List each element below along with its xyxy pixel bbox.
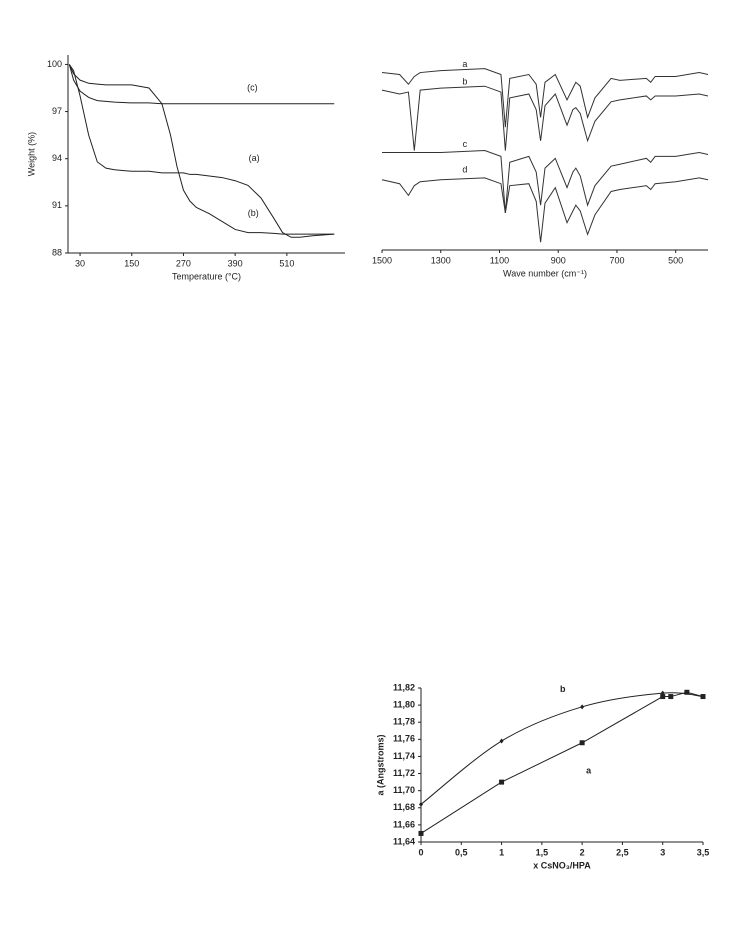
y-tick-label: 11,70 <box>393 785 415 795</box>
annotation: b <box>462 77 467 87</box>
y-tick-label: 11,76 <box>393 734 415 744</box>
series-line <box>68 64 335 238</box>
x-axis-label: Temperature (°C) <box>172 271 241 281</box>
annotation: d <box>462 164 467 174</box>
annotation: (a) <box>249 153 260 163</box>
x-tick-label: 2,5 <box>616 847 629 857</box>
x-tick-label: 700 <box>609 255 624 265</box>
y-tick-label: 11,80 <box>393 699 415 709</box>
x-tick-label: 1100 <box>490 255 509 265</box>
series-line <box>68 64 335 105</box>
marker <box>668 694 674 700</box>
y-axis-label: Weight (%) <box>26 132 36 176</box>
x-tick-label: 30 <box>75 258 85 268</box>
y-tick-label: 100 <box>47 59 62 69</box>
series-line <box>381 177 709 243</box>
x-tick-label: 500 <box>668 255 683 265</box>
x-tick-label: 270 <box>176 258 191 268</box>
marker <box>418 830 424 836</box>
series-line <box>381 85 709 151</box>
y-axis-label: a (Angstroms) <box>375 734 385 795</box>
marker <box>499 738 504 744</box>
y-tick-label: 11,68 <box>393 802 415 812</box>
x-tick-label: 0 <box>418 847 423 857</box>
x-tick-label: 1300 <box>431 255 451 265</box>
y-tick-label: 11,72 <box>393 768 415 778</box>
series-line <box>420 692 704 805</box>
x-tick-label: 0,5 <box>455 847 468 857</box>
marker <box>701 694 705 700</box>
x-tick-label: 1,5 <box>536 847 549 857</box>
marker <box>580 704 585 710</box>
y-tick-label: 11,66 <box>393 819 415 829</box>
y-tick-label: 11,78 <box>393 717 415 727</box>
series-line <box>382 150 709 213</box>
x-tick-label: 150 <box>124 258 139 268</box>
annotation: c <box>463 139 468 149</box>
marker <box>684 689 690 695</box>
x-tick-label: 3 <box>660 847 665 857</box>
y-tick-label: 88 <box>52 247 62 257</box>
y-tick-label: 97 <box>52 106 62 116</box>
marker <box>660 694 666 700</box>
x-tick-label: 900 <box>551 255 566 265</box>
series-line <box>68 64 335 235</box>
y-tick-label: 11,64 <box>393 836 415 846</box>
y-tick-label: 11,82 <box>393 682 415 692</box>
y-tick-label: 11,74 <box>393 751 415 761</box>
x-tick-label: 390 <box>228 258 243 268</box>
marker <box>660 690 665 696</box>
y-tick-label: 91 <box>52 200 62 210</box>
x-tick-label: 2 <box>580 847 585 857</box>
x-tick-label: 1500 <box>372 255 392 265</box>
annotation: (b) <box>248 208 259 218</box>
x-axis-label: x CsNO₃/HPA <box>533 860 591 870</box>
y-tick-label: 94 <box>52 153 62 163</box>
annotation: b <box>560 684 566 694</box>
series-line <box>381 68 709 128</box>
marker <box>579 740 585 746</box>
annotation: a <box>586 765 592 775</box>
x-axis-label: Wave number (cm⁻¹) <box>503 268 587 278</box>
x-tick-label: 1 <box>499 847 504 857</box>
marker <box>419 801 423 807</box>
x-tick-label: 510 <box>279 258 294 268</box>
annotation: a <box>462 59 467 69</box>
x-tick-label: 3,5 <box>697 847 710 857</box>
marker <box>499 779 505 785</box>
annotation: (c) <box>247 82 258 92</box>
